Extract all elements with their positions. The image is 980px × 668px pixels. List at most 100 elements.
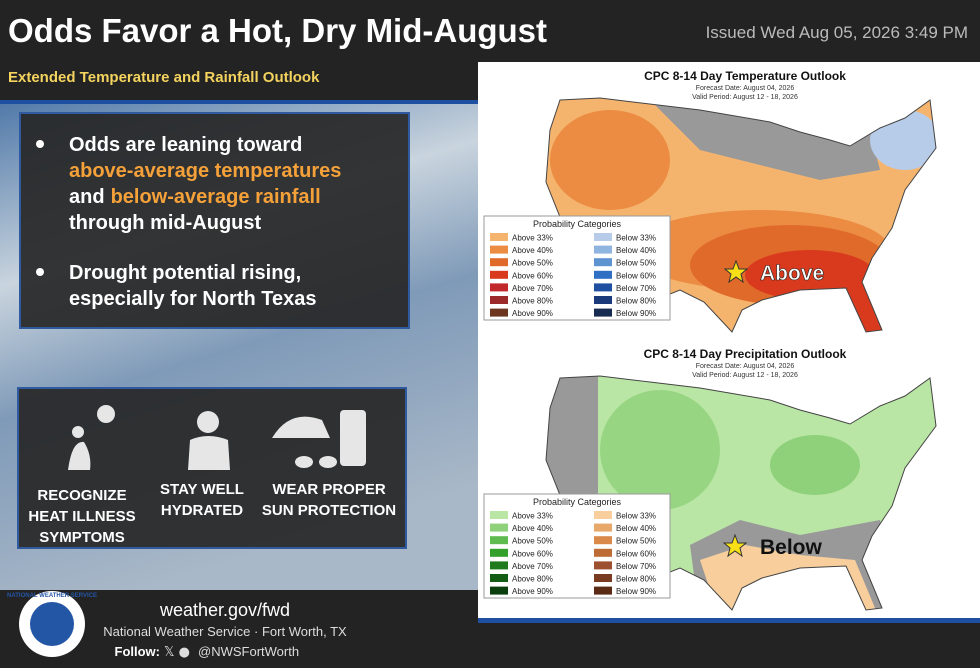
region (600, 390, 720, 510)
legend-swatch (490, 233, 508, 241)
bullet-highlight: above-average temperatures (69, 160, 341, 182)
tip-label: STAY WELL (160, 481, 244, 498)
footer-office: National Weather Service · Fort Worth, T… (103, 624, 347, 639)
legend-box (483, 215, 671, 321)
map-title: CPC 8-14 Day Temperature Outlook (644, 69, 846, 83)
legend-label: Above 40% (512, 524, 553, 533)
legend-label: Above 40% (512, 246, 553, 255)
tip-label: SUN PROTECTION (262, 502, 396, 519)
legend-swatch (490, 296, 508, 304)
legend-swatch (594, 561, 612, 570)
legend-label: Above 80% (512, 575, 553, 584)
logo-text: NATIONAL WEATHER SERVICE (7, 593, 97, 599)
legend-swatch (594, 233, 612, 241)
legend-label: Below 40% (616, 246, 656, 255)
glasses-icon (295, 456, 313, 468)
tip-label: SYMPTOMS (39, 529, 125, 546)
drinker-icon (188, 436, 230, 470)
sun-icon (97, 405, 115, 423)
legend-label: Above 90% (512, 309, 553, 318)
region (745, 250, 875, 300)
legend-label: Above 50% (512, 537, 553, 546)
legend-swatch (490, 511, 508, 519)
legend-label: Below 60% (616, 549, 656, 558)
legend-label: Above 70% (512, 284, 553, 293)
legend-swatch (490, 536, 508, 545)
footer-handle: @NWSFortWorth (198, 644, 299, 659)
person-icon (68, 441, 91, 470)
glasses-icon (319, 456, 337, 468)
bullet-text: and below-average rainfall (69, 186, 321, 208)
legend-swatch (490, 523, 508, 532)
footer-url: weather.gov/fwd (159, 600, 290, 620)
legend-label: Below 70% (616, 562, 656, 571)
legend-label: Above 60% (512, 549, 553, 558)
map-callout: Above (760, 262, 824, 285)
legend-label: Above 60% (512, 271, 553, 280)
legend-title: Probability Categories (533, 497, 622, 507)
legend-label: Above 33% (512, 234, 553, 243)
tip-label: HYDRATED (161, 502, 243, 519)
bullet-text: Odds are leaning toward (69, 134, 302, 156)
drinker-icon (197, 411, 219, 433)
tip-label: RECOGNIZE (37, 487, 126, 504)
legend-swatch (490, 561, 508, 570)
map-date: Forecast Date: August 04, 2026 (696, 363, 795, 370)
person-icon (72, 426, 84, 438)
legend-swatch (594, 258, 612, 267)
title: Odds Favor a Hot, Dry Mid-August (8, 12, 547, 49)
legend-swatch (594, 574, 612, 582)
issued: Issued Wed Aug 05, 2026 3:49 PM (706, 23, 968, 42)
legend-swatch (594, 245, 612, 254)
legend-label: Above 90% (512, 587, 553, 596)
legend-swatch (490, 245, 508, 254)
bullet-text: especially for North Texas (69, 288, 317, 310)
legend-label: Above 80% (512, 297, 553, 306)
legend-box (483, 493, 671, 599)
hat-icon (272, 416, 330, 438)
legend-swatch (594, 270, 612, 279)
legend-label: Below 80% (616, 297, 656, 306)
icons (68, 405, 366, 470)
legend-title: Probability Categories (533, 219, 622, 229)
sunscreen-icon (340, 410, 366, 466)
tip-label: WEAR PROPER (272, 481, 386, 498)
bullet-highlight: below-average rainfall (111, 186, 321, 208)
star (723, 259, 749, 284)
footer-follow: Follow: (115, 644, 161, 659)
bullet-text: through mid-August (69, 212, 262, 234)
legend-label: Below 50% (616, 259, 656, 268)
social-icons: 𝕏 ● (164, 645, 190, 660)
map-valid: Valid Period: August 12 - 18, 2026 (692, 94, 798, 101)
map-valid: Valid Period: August 12 - 18, 2026 (692, 372, 798, 379)
legend-label: Below 70% (616, 284, 656, 293)
region (550, 110, 670, 210)
region (560, 98, 880, 180)
subtitle: Extended Temperature and Rainfall Outloo… (8, 69, 320, 86)
legend-label: Above 70% (512, 562, 553, 571)
legend-swatch (594, 283, 612, 292)
legend-swatch (490, 586, 508, 595)
legend-swatch (594, 308, 612, 317)
legend-label: Below 50% (616, 537, 656, 546)
legend-swatch (490, 258, 508, 267)
legend-label: Below 90% (616, 309, 656, 318)
rule (0, 100, 478, 104)
logo (30, 602, 74, 646)
legend-label: Below 80% (616, 575, 656, 584)
legend-label: Below 40% (616, 524, 656, 533)
rule (478, 618, 980, 623)
bullet-dot (36, 140, 44, 148)
bullet-text: and (69, 186, 105, 208)
map-title: CPC 8-14 Day Precipitation Outlook (644, 347, 847, 361)
map-date: Forecast Date: August 04, 2026 (696, 85, 795, 92)
bullet-dot (36, 268, 44, 276)
legend-label: Above 33% (512, 512, 553, 521)
legend-label: Below 33% (616, 234, 656, 243)
legend-swatch (594, 548, 612, 557)
star (722, 533, 748, 558)
legend-label: Below 33% (616, 512, 656, 521)
tip-label: HEAT ILLNESS (28, 508, 135, 525)
legend-label: Below 60% (616, 271, 656, 280)
